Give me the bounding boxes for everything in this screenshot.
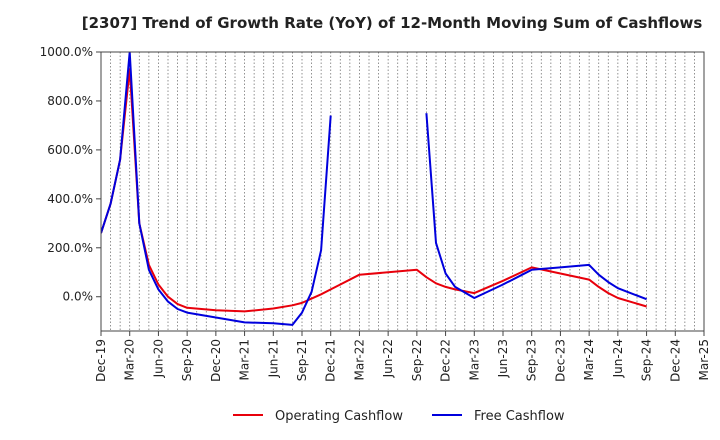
x-tick-label: Jun-24 <box>611 339 625 378</box>
x-tick-label: Dec-24 <box>668 339 682 382</box>
y-tick-label: 200.0% <box>47 241 93 255</box>
x-tick-label: Dec-22 <box>439 339 453 382</box>
x-tick-label: Sep-23 <box>525 339 539 381</box>
y-tick-label: 600.0% <box>47 143 93 157</box>
x-tick-label: Jun-22 <box>381 339 395 378</box>
y-axis-ticks: 0.0% 200.0% 400.0% 600.0% 800.0% 1000.0% <box>40 45 101 304</box>
y-tick-label: 400.0% <box>47 192 93 206</box>
series-line <box>101 68 647 313</box>
y-tick-label: 1000.0% <box>40 45 93 59</box>
plot-frame <box>100 51 705 332</box>
x-tick-label: Sep-21 <box>295 339 309 381</box>
x-tick-label: Sep-22 <box>410 339 424 381</box>
series-lines <box>101 52 647 326</box>
x-tick-label: Dec-23 <box>553 339 567 382</box>
x-axis-ticks: Dec-19 Mar-20 Jun-20 Sep-20 Dec-20 Mar-21 Jun-… <box>94 331 711 382</box>
y-tick-label: 800.0% <box>47 94 93 108</box>
legend-label: Operating Cashflow <box>275 409 403 424</box>
y-tick-label: 0.0% <box>63 290 94 304</box>
legend-label: Free Cashflow <box>474 409 565 424</box>
legend: Operating Cashflow Free Cashflow <box>233 409 565 424</box>
x-tick-label: Jun-21 <box>266 339 280 378</box>
x-tick-label: Dec-19 <box>94 339 108 382</box>
x-tick-label: Jun-23 <box>496 339 510 378</box>
x-tick-label: Jun-20 <box>151 339 165 378</box>
x-tick-label: Mar-25 <box>697 339 711 380</box>
x-tick-label: Mar-22 <box>352 339 366 380</box>
x-tick-label: Mar-23 <box>467 339 481 380</box>
x-tick-label: Dec-21 <box>324 339 338 382</box>
series-line <box>101 52 647 326</box>
x-tick-label: Sep-24 <box>640 339 654 381</box>
x-tick-label: Mar-20 <box>123 339 137 380</box>
x-tick-label: Mar-21 <box>238 339 252 380</box>
grid <box>110 52 695 331</box>
chart-title: [2307] Trend of Growth Rate (YoY) of 12-… <box>82 14 703 32</box>
x-tick-label: Sep-20 <box>180 339 194 381</box>
x-tick-label: Mar-24 <box>582 339 596 380</box>
x-tick-label: Dec-20 <box>209 339 223 382</box>
